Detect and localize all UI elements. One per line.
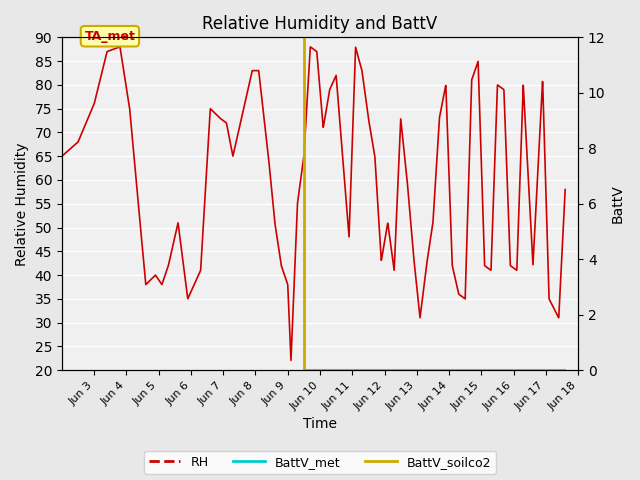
Legend: RH, BattV_met, BattV_soilco2: RH, BattV_met, BattV_soilco2 [144,451,496,474]
Y-axis label: Relative Humidity: Relative Humidity [15,142,29,265]
Y-axis label: BattV: BattV [611,184,625,223]
X-axis label: Time: Time [303,418,337,432]
Text: TA_met: TA_met [84,30,136,43]
Title: Relative Humidity and BattV: Relative Humidity and BattV [202,15,438,33]
